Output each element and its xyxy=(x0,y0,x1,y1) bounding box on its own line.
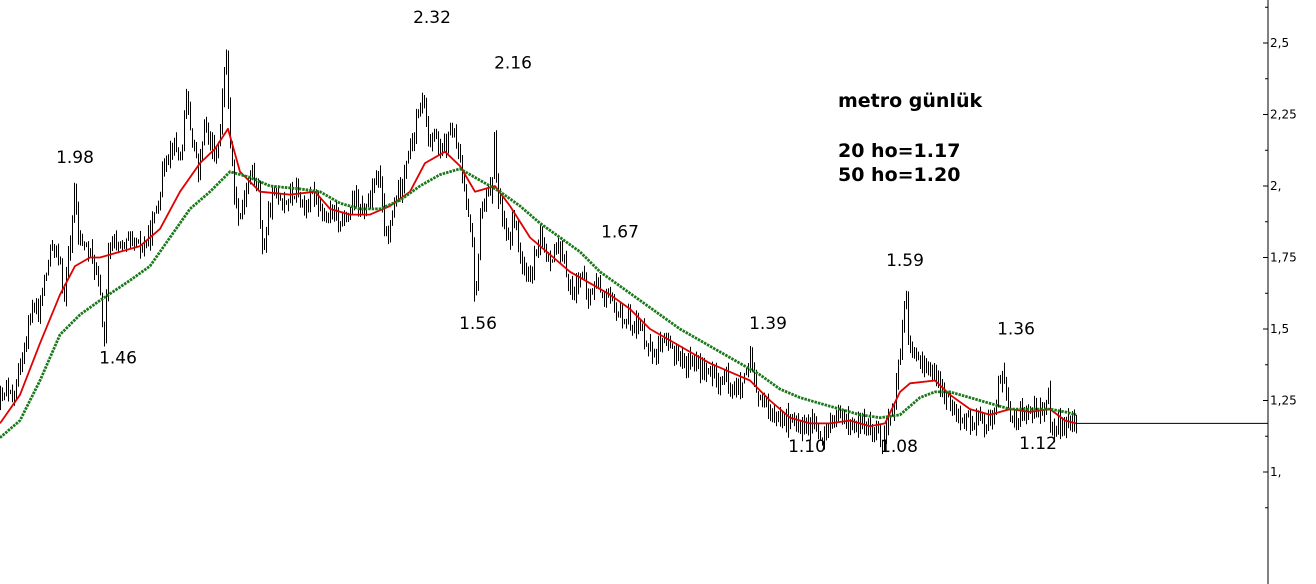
y-tick-label: 2,5 xyxy=(1270,36,1289,50)
y-tick-label: 1,5 xyxy=(1270,322,1289,336)
price-annotation: 1.10 xyxy=(788,437,826,457)
y-tick-label: 1,25 xyxy=(1270,394,1297,408)
price-annotation: 2.32 xyxy=(413,8,451,28)
price-annotation: 1.12 xyxy=(1019,434,1057,454)
y-axis: 1,1,251,51,752,2,252,52,75 xyxy=(1263,0,1297,584)
moving-averages xyxy=(0,127,1268,439)
ma50-line xyxy=(0,167,1077,439)
price-annotation: 1.08 xyxy=(880,437,918,457)
ma20-line xyxy=(0,127,1077,428)
price-annotation: 1.39 xyxy=(749,314,787,334)
y-tick-label: 1, xyxy=(1270,465,1281,479)
price-annotations: 1.982.461.462.322.161.561.671.391.591.36… xyxy=(56,8,1057,457)
price-annotation: 1.59 xyxy=(886,251,924,271)
price-annotation: 1.46 xyxy=(99,348,137,368)
y-tick-label: 2, xyxy=(1270,179,1281,193)
ma20-note: 20 ho=1.17 xyxy=(838,140,960,162)
y-tick-label: 1,75 xyxy=(1270,251,1297,265)
ma50-note: 50 ho=1.20 xyxy=(838,164,960,186)
price-annotation: 1.67 xyxy=(601,223,639,243)
price-annotation: 2.16 xyxy=(494,54,532,74)
price-annotation: 1.98 xyxy=(56,148,94,168)
chart-title: metro günlük xyxy=(838,90,982,112)
price-annotation: 1.56 xyxy=(459,314,497,334)
price-annotation: 1.36 xyxy=(997,320,1035,340)
y-tick-label: 2,25 xyxy=(1270,108,1297,122)
